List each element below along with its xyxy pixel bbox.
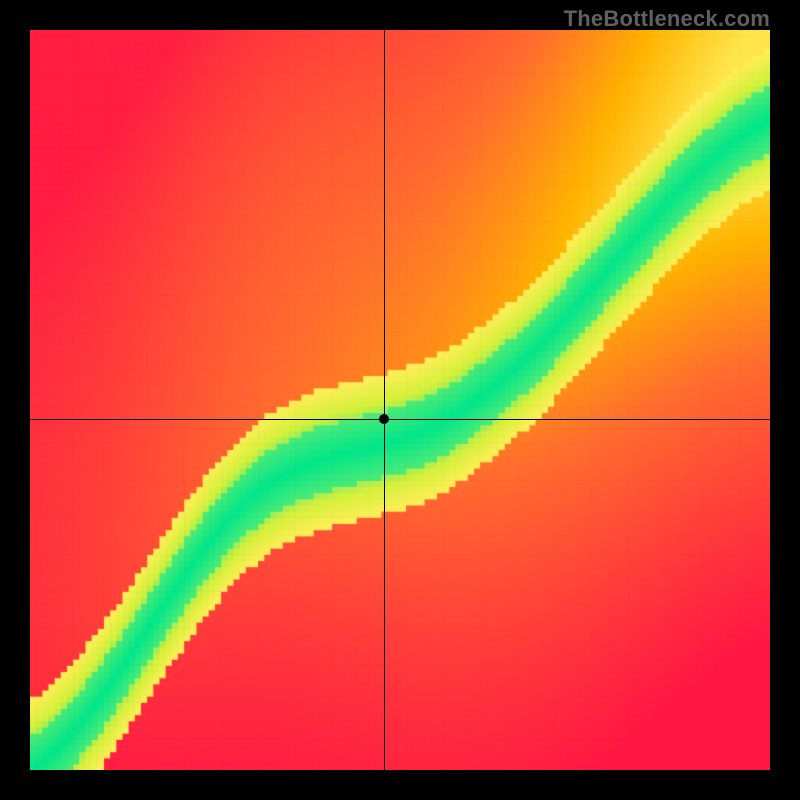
crosshair-marker-dot — [379, 414, 389, 424]
watermark-text: TheBottleneck.com — [564, 6, 770, 32]
heatmap-chart — [30, 30, 770, 770]
heatmap-canvas — [30, 30, 770, 770]
